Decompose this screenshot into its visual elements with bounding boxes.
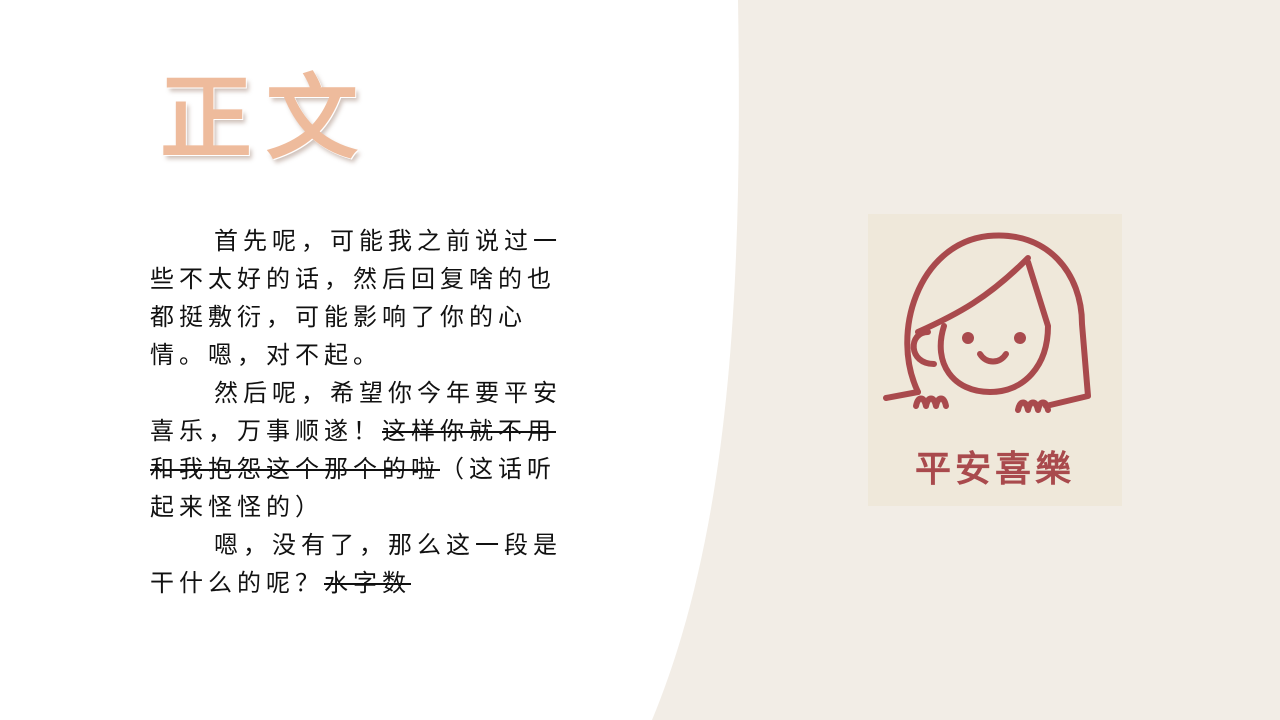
logo-text: 平安喜樂 (914, 449, 1075, 490)
girl-face-icon (883, 232, 1091, 413)
logo-card: 平安喜樂 (868, 214, 1122, 506)
paragraph-text: 嗯，没有了，那么这一段是干什么的呢？ (150, 531, 562, 597)
paragraph-text: 首先呢，可能我之前说过一些不太好的话，然后回复啥的也都挺敷衍，可能影响了你的心情… (150, 227, 562, 369)
paragraph-closing: 嗯，没有了，那么这一段是干什么的呢？水字数 (150, 526, 570, 602)
paragraph-text: （这话听起来怪怪的） (150, 455, 556, 521)
struck-text: 水字数 (324, 569, 411, 597)
paragraph-apology: 首先呢，可能我之前说过一些不太好的话，然后回复啥的也都挺敷衍，可能影响了你的心情… (150, 222, 570, 374)
page-title: 正文 (160, 64, 373, 172)
struck-text: 这样你就不用和我抱怨这个那个的啦 (150, 417, 556, 483)
body-text: 首先呢，可能我之前说过一些不太好的话，然后回复啥的也都挺敷衍，可能影响了你的心情… (150, 222, 570, 602)
paragraph-text: 然后呢，希望你今年要平安喜乐，万事顺遂！ (150, 379, 562, 445)
paragraph-wishes: 然后呢，希望你今年要平安喜乐，万事顺遂！这样你就不用和我抱怨这个那个的啦（这话听… (150, 374, 570, 526)
